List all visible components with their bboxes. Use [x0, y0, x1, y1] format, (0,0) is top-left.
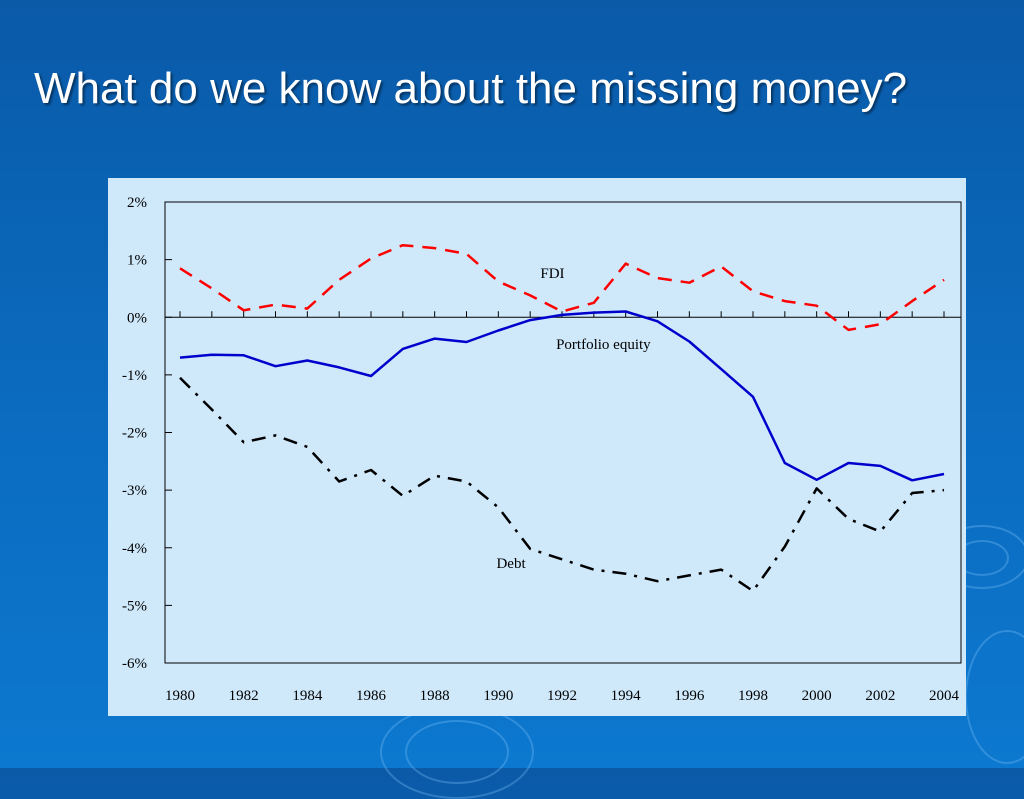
- y-tick-label: -3%: [122, 483, 147, 499]
- slide-title: What do we know about the missing money?: [34, 64, 908, 113]
- y-tick-label: -2%: [122, 426, 147, 442]
- y-tick-label: 1%: [127, 253, 147, 269]
- y-tick-label: -6%: [122, 656, 147, 672]
- label-layer: 2% 1% 0% -1% -2% -3% -4% -5% -6% 1980 1982 1984 1986…: [122, 195, 960, 704]
- y-tick-label: -1%: [122, 368, 147, 384]
- series-layer: [179, 243, 945, 593]
- x-tick-label: 2000: [802, 688, 832, 704]
- x-tick-label: 1980: [165, 688, 195, 704]
- x-tick-label: 1990: [483, 688, 513, 704]
- y-tick-label: -5%: [122, 598, 147, 614]
- x-tick-label: 2002: [865, 688, 895, 704]
- series-label-portfolio-equity: Portfolio equity: [556, 337, 651, 353]
- x-tick-label: 1982: [229, 688, 259, 704]
- x-tick-label: 2004: [929, 688, 960, 704]
- y-tick-label: -4%: [122, 541, 147, 557]
- ripple-decoration: [965, 630, 1024, 764]
- x-tick-label: 1994: [611, 688, 642, 704]
- y-tick-label: 2%: [127, 195, 147, 211]
- x-tick-label: 1998: [738, 688, 768, 704]
- series-label-debt: Debt: [496, 556, 526, 572]
- series-line-debt: [179, 376, 945, 593]
- x-tick-label: 1984: [292, 688, 323, 704]
- chart-panel: 2% 1% 0% -1% -2% -3% -4% -5% -6% 1980 1982 1984 1986…: [108, 178, 966, 716]
- x-tick-label: 1988: [420, 688, 450, 704]
- series-label-fdi: FDI: [540, 266, 564, 282]
- series-line-portfolio-equity: [179, 310, 945, 482]
- series-line-fdi: [179, 243, 945, 332]
- line-chart: 2% 1% 0% -1% -2% -3% -4% -5% -6% 1980 1982 1984 1986…: [122, 195, 962, 704]
- ripple-decoration: [405, 720, 509, 784]
- axes-layer: [165, 201, 961, 664]
- x-tick-label: 1986: [356, 688, 387, 704]
- x-tick-label: 1996: [674, 688, 705, 704]
- x-tick-label: 1992: [547, 688, 577, 704]
- y-tick-label: 0%: [127, 310, 147, 326]
